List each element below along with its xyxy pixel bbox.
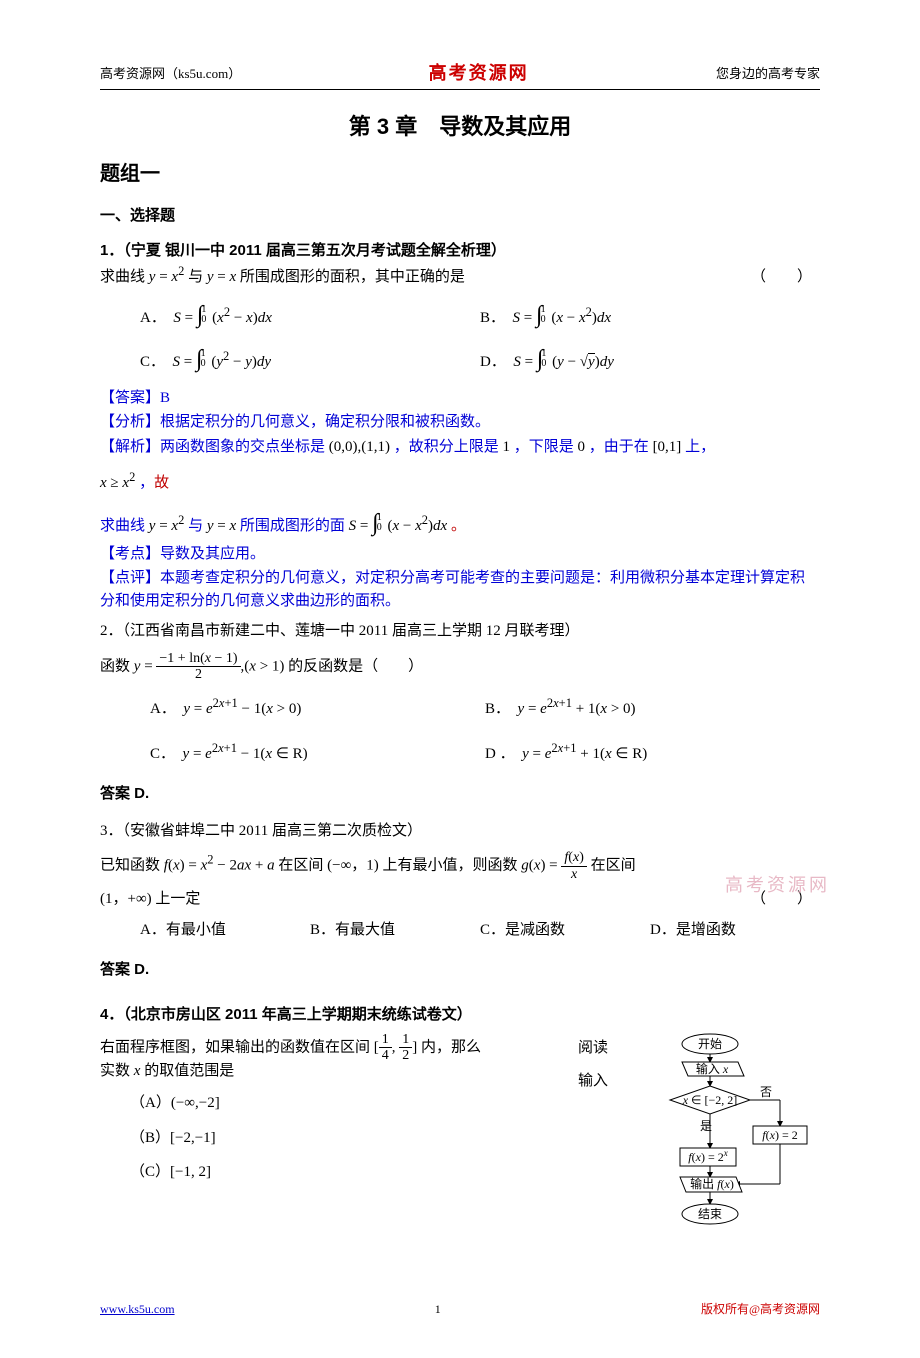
svg-text:开始: 开始 xyxy=(698,1037,722,1051)
q2-opt-c: C． y = e2x+1 − 1(x ∈ R) xyxy=(150,735,485,770)
group-title: 题组一 xyxy=(100,159,820,189)
q3-opt-c: C．是减函数 xyxy=(480,915,650,946)
q2-opt-b: B． y = e2x+1 + 1(x > 0) xyxy=(485,690,820,725)
q4-head: 4．（北京市房山区 2011 年高三上学期期末统练试卷文） xyxy=(100,1004,472,1027)
svg-text:f(x) = 2x: f(x) = 2x xyxy=(688,1148,727,1164)
q4-body: 右面程序框图，如果输出的函数值在区间 [14, 12] 内，那么 实数 x 的取… xyxy=(100,1032,820,1270)
q3-paren: （ ） xyxy=(751,888,820,911)
svg-text:输入 x: 输入 x xyxy=(696,1061,729,1076)
svg-text:结束: 结束 xyxy=(698,1207,722,1221)
q1-analysis-label: 【分析】 xyxy=(100,414,160,430)
q4-opt-b: （B）[−2,−1] xyxy=(130,1121,566,1156)
footer: www.ks5u.com 1 版权所有@高考资源网 xyxy=(100,1300,820,1318)
q3-opt-d: D．是增函数 xyxy=(650,915,820,946)
q1-answer-block: 【答案】B 【分析】根据定积分的几何意义，确定积分限和被积函数。 【解析】两函数… xyxy=(100,387,820,613)
svg-text:输出 f(x): 输出 f(x) xyxy=(690,1176,734,1191)
footer-page: 1 xyxy=(435,1300,441,1318)
q1-solution-label: 【解析】 xyxy=(100,439,160,455)
q3-stem: 已知函数 f(x) = x2 − 2ax + a 在区间 (−∞，1) 上有最小… xyxy=(100,850,820,882)
q1-stem: 求曲线 y = x2 与 y = x 所围成图形的面积，其中正确的是 xyxy=(100,262,465,289)
q1-point-label: 【考点】 xyxy=(100,546,160,562)
flowchart: 开始 输入 x x ∈ [−2, 2] 是 否 f(x) = 2 f(x) = … xyxy=(640,1032,820,1270)
q2-stem: 函数 y = −1 + ln(x − 1)2,(x > 1) 的反函数是（ ） xyxy=(100,651,820,683)
q3-opt-a: A．有最小值 xyxy=(140,915,310,946)
q1-point: 导数及其应用。 xyxy=(160,546,265,562)
q2-answer: 答案 D. xyxy=(100,783,820,806)
q1-comment-label: 【点评】 xyxy=(100,570,160,586)
footer-copy: 版权所有@高考资源网 xyxy=(701,1300,820,1318)
header-right: 您身边的高考专家 xyxy=(716,64,820,84)
q1-options: A． S = ∫10 (x2 − x)dx B． S = ∫10 (x − x2… xyxy=(100,293,820,381)
q3-opt-b: B．有最大值 xyxy=(310,915,480,946)
footer-url[interactable]: www.ks5u.com xyxy=(100,1300,175,1318)
q3-options: A．有最小值 B．有最大值 C．是减函数 D．是增函数 xyxy=(100,915,820,946)
q1-answer: 【答案】B xyxy=(100,387,820,410)
svg-text:否: 否 xyxy=(760,1085,772,1099)
q2-opt-a: A． y = e2x+1 − 1(x > 0) xyxy=(150,690,485,725)
q1-opt-a: A． S = ∫10 (x2 − x)dx xyxy=(140,293,480,337)
q1-stem-row: 求曲线 y = x2 与 y = x 所围成图形的面积，其中正确的是 （ ） xyxy=(100,262,820,289)
q1-head: 1．（宁夏 银川一中 2011 届高三第五次月考试题全解全析理） xyxy=(100,240,820,263)
q1-opt-b: B． S = ∫10 (x − x2)dx xyxy=(480,293,820,337)
svg-text:x ∈ [−2, 2]: x ∈ [−2, 2] xyxy=(682,1093,738,1107)
q3-head: 3．（安徽省蚌埠二中 2011 届高三第二次质检文） xyxy=(100,820,820,843)
header-center: 高考资源网 xyxy=(429,60,529,87)
header-left: 高考资源网（ks5u.com） xyxy=(100,64,241,84)
q1-opt-c: C． S = ∫10 (y2 − y)dy xyxy=(140,337,480,381)
q3-answer: 答案 D. xyxy=(100,959,820,982)
chapter-title: 第 3 章 导数及其应用 xyxy=(100,110,820,143)
q4-options: （A）(−∞,−2] （B）[−2,−1] （C）[−1, 2] xyxy=(100,1086,566,1190)
header-bar: 高考资源网（ks5u.com） 高考资源网 您身边的高考专家 xyxy=(100,60,820,90)
section-title: 一、选择题 xyxy=(100,205,820,228)
q1-analysis: 根据定积分的几何意义，确定积分限和被积函数。 xyxy=(160,414,490,430)
q4-opt-a: （A）(−∞,−2] xyxy=(130,1086,566,1121)
q2-head: 2．（江西省南昌市新建二中、莲塘一中 2011 届高三上学期 12 月联考理） xyxy=(100,620,820,643)
q2-options: A． y = e2x+1 − 1(x > 0) B． y = e2x+1 + 1… xyxy=(100,690,820,769)
svg-text:f(x) = 2: f(x) = 2 xyxy=(762,1128,797,1142)
q2-opt-d: D ． y = e2x+1 + 1(x ∈ R) xyxy=(485,735,820,770)
q1-comment: 本题考查定积分的几何意义，对定积分高考可能考查的主要问题是：利用微积分基本定理计… xyxy=(100,570,805,609)
q1-opt-d: D． S = ∫10 (y − √y)dy xyxy=(480,337,820,381)
q1-paren: （ ） xyxy=(751,266,820,289)
svg-text:是: 是 xyxy=(700,1119,712,1133)
q4-opt-c: （C）[−1, 2] xyxy=(130,1155,566,1190)
